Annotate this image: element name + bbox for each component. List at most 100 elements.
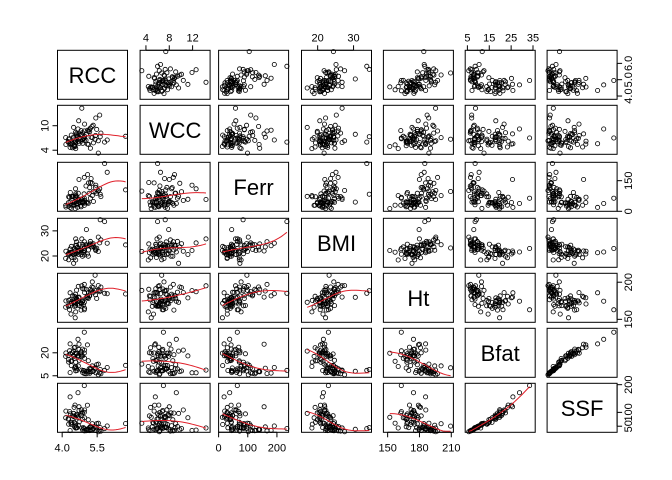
data-point [553,169,559,175]
tick-label: 200 [268,442,286,454]
data-point [566,244,572,250]
panel-ferr-vs-ferr: Ferr [218,161,290,212]
data-point [81,329,87,335]
data-point [557,87,563,93]
data-point [233,346,239,352]
data-point [548,124,554,130]
data-point [497,132,503,138]
data-point [410,353,416,359]
panel-bfat-vs-ferr [218,327,290,378]
data-point [406,78,412,84]
smoother-line [65,414,126,431]
data-point [322,404,328,410]
data-point [224,311,230,317]
bottom-axis-rcc: 4.0 5.5 [55,431,105,454]
data-point [93,115,99,121]
data-point [425,217,431,223]
data-point [333,112,339,118]
data-point [550,283,556,289]
data-point [555,300,561,306]
data-point [155,82,161,88]
data-point [583,342,589,348]
data-point [185,81,191,87]
data-point [481,248,487,254]
data-point [566,134,572,140]
data-point [493,297,499,303]
data-point [123,362,129,368]
data-point [162,66,168,72]
data-point [410,254,416,260]
data-point [66,194,72,200]
data-point [67,144,73,150]
data-point [409,260,415,266]
data-point [574,307,580,313]
data-point [159,302,165,308]
data-point [426,150,432,156]
data-point [414,69,420,75]
data-point [219,315,225,321]
data-point [75,336,81,342]
data-point [95,283,101,289]
smoother-line [307,289,370,308]
data-point [167,66,173,72]
variable-label-wcc: WCC [149,118,202,143]
data-point [220,363,226,369]
data-point [160,307,166,313]
data-point [153,254,159,260]
data-point [320,336,326,342]
data-point [330,187,336,193]
data-point [323,75,329,81]
data-point [203,79,209,85]
data-point [85,417,91,423]
data-point [327,353,333,359]
data-point [145,309,151,315]
data-point [79,283,85,289]
data-point [572,307,578,313]
data-point [339,294,345,300]
data-point [472,63,478,69]
data-point [486,81,492,87]
data-point [595,250,601,256]
data-point [427,241,433,247]
data-point [170,428,176,434]
data-point [467,128,473,134]
data-point [412,411,418,417]
panel-bfat-vs-bmi [301,327,372,378]
tick-label: 5 [464,32,470,44]
data-point [75,422,81,428]
data-point [493,251,499,257]
data-point [509,404,515,410]
data-point [510,88,516,94]
data-point [583,295,589,301]
right-axis-rcc: 4.05.06.0 [616,56,635,104]
data-point [268,243,274,249]
data-point [72,315,78,321]
variable-label-ssf: SSF [561,396,604,421]
data-point [472,160,478,166]
data-point [233,407,239,413]
data-point [323,350,329,356]
data-point [478,257,484,263]
data-point [98,130,104,136]
data-point [86,247,92,253]
data-point [264,428,270,434]
data-point [467,174,473,180]
data-point [517,126,523,132]
data-point [271,291,277,297]
data-point [553,137,559,143]
smoother-line [141,360,207,371]
data-point [234,383,240,389]
data-point [466,138,472,144]
data-point [249,129,255,135]
data-point [611,135,617,141]
data-point [326,190,332,196]
data-point [167,194,173,200]
data-point [570,132,576,138]
data-point [95,429,101,435]
data-point [433,196,439,202]
data-point [470,286,476,292]
data-point [474,246,480,252]
data-point [332,179,338,185]
data-point [146,241,152,247]
data-point [153,79,159,85]
